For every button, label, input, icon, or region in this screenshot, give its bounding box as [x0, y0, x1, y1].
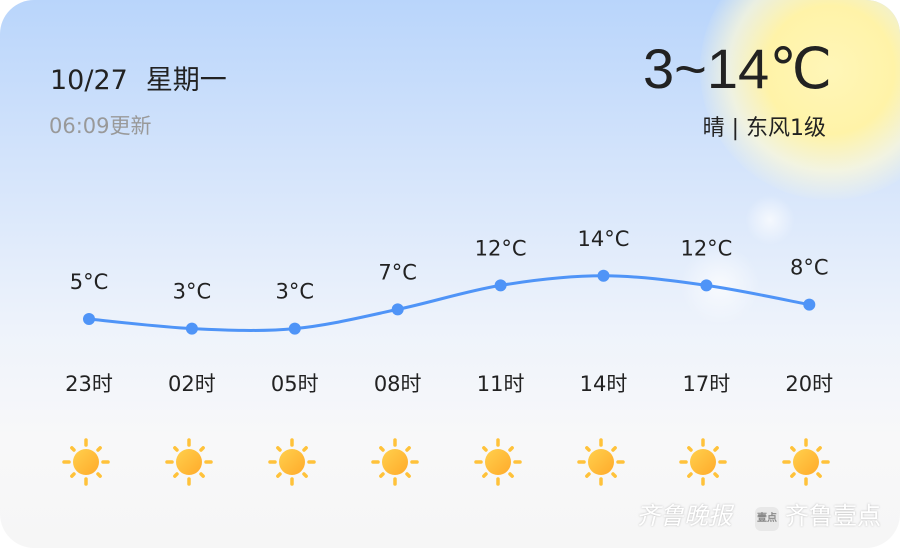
temperature-label: 3°C: [173, 280, 212, 304]
update-time: 06:09更新: [49, 114, 152, 138]
temperature-label: 8°C: [790, 256, 829, 280]
sun-icon: [268, 438, 316, 486]
temperature-label: 3°C: [276, 280, 315, 304]
hour-label: 23时: [65, 372, 113, 396]
temperature-point: [83, 313, 95, 325]
sun-icon: [62, 438, 110, 486]
temperature-range: 3~14℃: [642, 37, 832, 100]
weekday: 星期一: [145, 65, 227, 96]
temperature-line: [88, 274, 810, 332]
sun-icon: [782, 438, 831, 486]
hour-label: 14时: [579, 372, 628, 396]
sun-icon: [679, 438, 728, 486]
watermark-qlwb: 齐鲁晚报: [636, 502, 732, 530]
temperature-point: [597, 269, 610, 282]
date: 10/27 星期一: [50, 65, 227, 96]
hour-label: 05时: [270, 372, 319, 396]
sun-icon: [473, 438, 522, 486]
temperature-label: 12°C: [680, 236, 732, 260]
temperature-point: [494, 279, 507, 292]
hour-label: 17时: [682, 372, 731, 396]
hour-label: 08时: [373, 372, 422, 396]
temperature-label: 7°C: [378, 260, 417, 284]
sun-icon: [165, 438, 213, 486]
temperature-label: 12°C: [475, 236, 527, 260]
temperature-label: 5°C: [70, 270, 109, 294]
hour-label: 20时: [785, 372, 834, 396]
sun-icon: [576, 438, 625, 486]
temperature-point: [288, 322, 301, 335]
temperature-point: [803, 298, 816, 311]
sun-icon: [370, 438, 419, 486]
weather-condition: 晴 | 东风1级: [702, 116, 826, 141]
watermark-qlyd: 壹点 齐鲁壹点: [755, 502, 881, 531]
hour-label: 02时: [168, 372, 216, 396]
temperature-label: 14°C: [578, 227, 630, 251]
hour-label: 11时: [476, 372, 525, 396]
temperature-point: [700, 279, 713, 292]
temperature-point: [391, 303, 404, 316]
temperature-point: [185, 322, 198, 335]
